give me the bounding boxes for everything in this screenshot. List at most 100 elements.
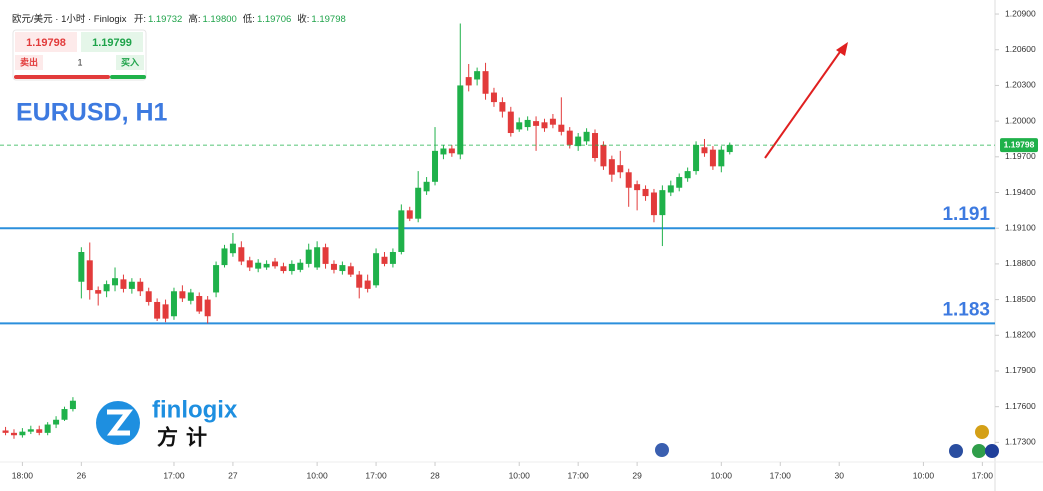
x-tick-label: 17:00 <box>972 470 994 480</box>
x-tick-label: 30 <box>834 470 844 480</box>
quote-value: 1.19706 <box>256 14 292 25</box>
sell-box[interactable] <box>15 32 77 52</box>
quote-value: 1.19798 <box>311 14 346 25</box>
buy-price: 1.19799 <box>92 37 132 49</box>
candle-body <box>583 131 590 142</box>
candle-body <box>95 290 102 294</box>
candle-body <box>27 429 34 432</box>
y-tick-label: 1.19700 <box>1005 151 1036 161</box>
candle-body <box>196 296 203 312</box>
candle-body <box>297 262 304 270</box>
logo-chinese: 方计 <box>157 426 215 450</box>
candle-body <box>179 291 186 299</box>
x-tick-label: 17:00 <box>770 470 792 480</box>
candle-body <box>693 144 700 172</box>
y-tick-label: 1.20600 <box>1005 44 1036 54</box>
candle-body <box>2 430 9 433</box>
candle-body <box>128 281 135 289</box>
candle-body <box>373 253 380 286</box>
level-label: 1.183 <box>942 299 990 320</box>
candle-body <box>86 260 93 291</box>
candle-body <box>356 274 363 288</box>
x-tick-label: 10:00 <box>306 470 328 480</box>
flag-fr <box>949 444 963 458</box>
buy-box[interactable] <box>81 32 143 52</box>
candle-body <box>61 409 68 420</box>
candle-body <box>389 252 396 264</box>
candle-body <box>718 149 725 167</box>
candle-body <box>246 260 253 268</box>
last-price-label: 1.19798 <box>1004 139 1035 149</box>
candle-body <box>541 122 548 129</box>
y-tick-label: 1.18800 <box>1005 258 1036 268</box>
flag-de <box>975 425 989 439</box>
candle-body <box>170 291 177 317</box>
candle-body <box>137 281 144 292</box>
candle-body <box>187 292 194 301</box>
candle-body <box>120 279 127 289</box>
quote-value: 1.19732 <box>147 14 183 25</box>
y-tick-label: 1.19400 <box>1005 187 1036 197</box>
candle-body <box>10 432 17 436</box>
plot <box>0 23 995 439</box>
quote-label: 低: <box>242 14 255 25</box>
quantity[interactable]: 1 <box>77 57 82 67</box>
x-tick-label: 10:00 <box>913 470 935 480</box>
chart-title: EURUSD, H1 <box>16 99 168 127</box>
candle-body <box>255 262 262 269</box>
candle-body <box>524 119 531 128</box>
candle-body <box>19 431 26 436</box>
x-tick-label: 26 <box>77 470 87 480</box>
candle-body <box>406 210 413 219</box>
buy-button[interactable] <box>116 55 144 70</box>
candle-body <box>347 266 354 275</box>
y-tick-label: 1.20900 <box>1005 8 1036 18</box>
candle-body <box>617 165 624 173</box>
quote-label: 收: <box>297 14 310 25</box>
candle-body <box>533 121 540 126</box>
candle-body <box>667 185 674 193</box>
sell-price: 1.19798 <box>26 37 66 49</box>
x-tick-label: 17:00 <box>163 470 185 480</box>
candle-body <box>36 429 43 433</box>
candle-body <box>221 248 228 266</box>
quote-label: 开: <box>133 14 146 25</box>
candle-body <box>507 111 514 134</box>
y-tick-label: 1.18500 <box>1005 294 1036 304</box>
x-tick-label: 17:00 <box>568 470 590 480</box>
candle-body <box>634 184 641 191</box>
candle-body <box>322 247 329 264</box>
y-tick-label: 1.20000 <box>1005 115 1036 125</box>
candle-body <box>213 265 220 293</box>
candle-body <box>676 177 683 188</box>
sell-button[interactable] <box>15 55 43 70</box>
quote-label: 高: <box>188 14 201 25</box>
candle-body <box>229 243 236 254</box>
candle-body <box>448 148 455 154</box>
candle-body <box>482 71 489 94</box>
candle-body <box>53 419 60 425</box>
flag-eu <box>985 444 999 458</box>
candle-body <box>423 181 430 192</box>
sell-bar <box>14 75 110 79</box>
candle-body <box>314 247 321 268</box>
candle-body <box>600 144 607 167</box>
candle-body <box>288 263 295 272</box>
candle-body <box>272 261 279 267</box>
y-tick-label: 1.20300 <box>1005 80 1036 90</box>
logo-mark <box>106 409 134 436</box>
x-tick-label: 28 <box>430 470 440 480</box>
flag-it <box>972 444 986 458</box>
flag-us <box>655 443 669 457</box>
x-tick-label: 29 <box>632 470 642 480</box>
candle-body <box>575 136 582 147</box>
candle-body <box>162 304 169 319</box>
candle-body <box>440 148 447 155</box>
candle-body <box>280 266 287 272</box>
candle-body <box>103 284 110 292</box>
buy-bar <box>110 75 146 79</box>
candle-body <box>339 265 346 272</box>
candle-body <box>726 144 733 153</box>
candle-body <box>566 130 573 145</box>
